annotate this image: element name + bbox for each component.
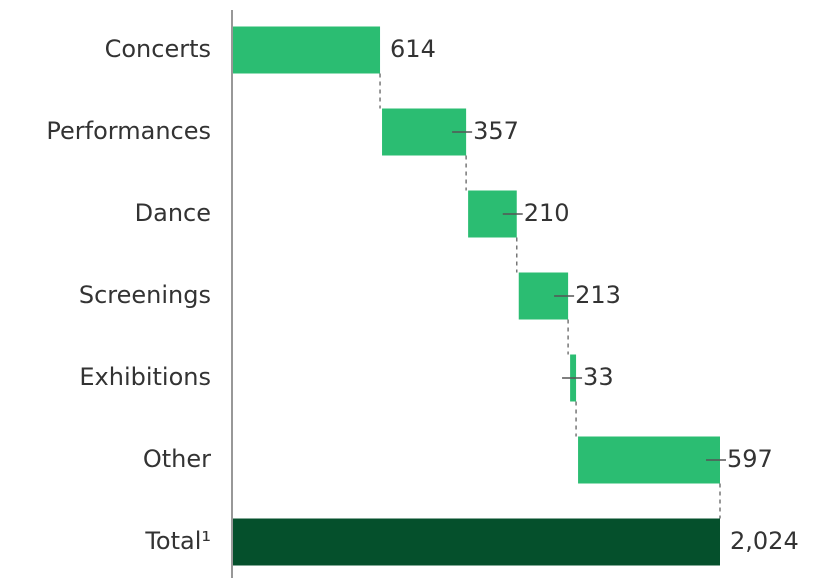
value-label: 357 xyxy=(473,117,519,145)
category-label: Dance xyxy=(135,199,211,227)
value-label: 2,024 xyxy=(730,527,799,555)
category-label: Screenings xyxy=(79,281,211,309)
value-label: 33 xyxy=(583,363,614,391)
bar xyxy=(578,436,720,484)
value-label: 210 xyxy=(524,199,570,227)
category-label: Concerts xyxy=(105,35,211,63)
value-label: 213 xyxy=(575,281,621,309)
bar xyxy=(233,26,381,74)
category-label: Performances xyxy=(46,117,211,145)
category-label: Exhibitions xyxy=(79,363,211,391)
value-label: 597 xyxy=(727,445,773,473)
category-label: Other xyxy=(143,445,211,473)
bar xyxy=(382,108,467,156)
category-label: Total¹ xyxy=(144,527,211,555)
value-label: 614 xyxy=(390,35,436,63)
total-bar xyxy=(233,518,720,566)
